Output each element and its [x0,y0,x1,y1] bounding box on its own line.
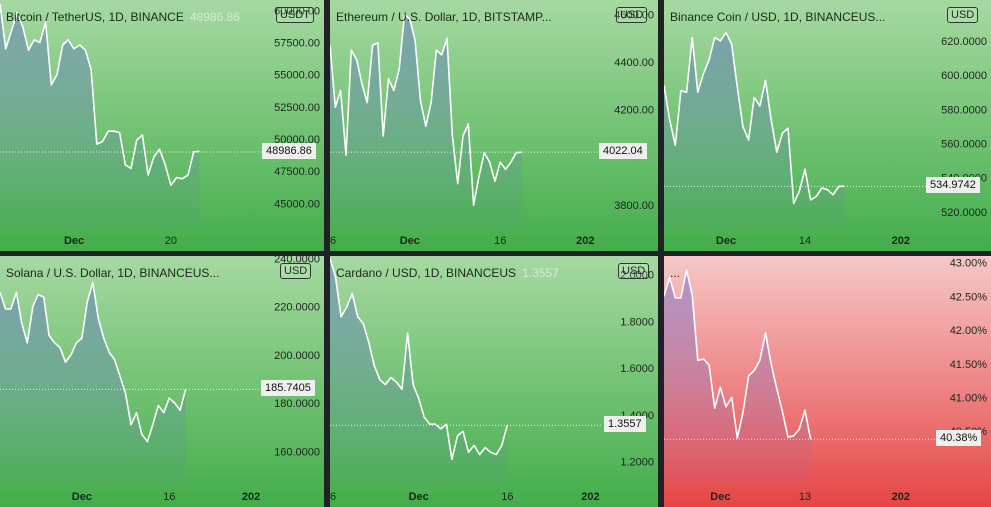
x-tick-label: 202 [892,491,910,503]
y-tick-label: 57500.00 [274,37,320,49]
series-area [0,282,186,485]
y-tick-label: 4200.00 [614,105,654,117]
chart-title: ... [670,266,680,280]
series-area [330,14,522,229]
x-tick-label: Dec [710,491,730,503]
chart-svg: 620.0000600.0000580.0000560.0000540.0000… [664,0,991,251]
live-value: 1.3557 [522,266,559,280]
y-tick-label: 50000.00 [274,134,320,146]
y-tick-label: 45000.00 [274,198,320,210]
last-price-label: 185.7405 [261,380,315,397]
chart-panel-dominance[interactable]: 43.00%42.50%42.00%41.50%41.00%40.50%Dec1… [664,256,991,507]
chart-title: Ethereum / U.S. Dollar, 1D, BITSTAMP... [336,10,552,24]
series-line [330,258,509,461]
currency-badge[interactable]: USDT [276,7,314,23]
x-tick-label: 13 [799,491,811,503]
x-tick-label: Dec [64,235,84,247]
y-tick-label: 180.0000 [274,398,320,410]
last-price-label: 1.3557 [604,416,646,433]
y-tick-label: 1.6000 [620,363,654,375]
x-tick-label: 202 [581,491,599,503]
chart-panel-solana[interactable]: 240.0000 220.0000 200.0000 180.0000 160.0000… [0,256,324,507]
x-tick-label: Dec [72,491,92,503]
x-tick-label: 16 [330,235,336,247]
y-tick-label: 43.00% [950,258,988,270]
chart-svg: 43.00%42.50%42.00%41.50%41.00%40.50%Dec1… [664,256,991,507]
symbol-title: Bitcoin / TetherUS, 1D, BINANCE [6,10,184,24]
y-tick-label: 55000.00 [274,70,320,82]
y-tick-label: 4600.00 [614,9,654,21]
x-tick-label: 202 [576,235,594,247]
y-tick-label: 620.0000 [941,36,987,48]
y-tick-label: 3800.00 [614,200,654,212]
symbol-title: ... [670,266,681,280]
x-tick-label: 16 [330,491,336,503]
chart-panel-ethereum[interactable]: 4600.00 4400.00 4200.00 3800.00 16 Dec 16 202 E… [330,0,658,251]
y-tick-label: 240.0000 [274,256,320,265]
x-tick-label: 14 [799,235,811,247]
y-tick-label: 42.50% [950,291,988,303]
y-tick-label: 1.2000 [620,457,654,469]
x-tick-label: 202 [242,491,260,503]
y-tick-label: 160.0000 [274,446,320,458]
series-line [0,281,187,443]
live-value: 48986.86 [189,10,240,24]
x-tick-label: 20 [165,235,177,247]
y-tick-label: 42.00% [950,325,988,337]
x-tick-label: Dec [400,235,420,247]
y-tick-label: 220.0000 [274,302,320,314]
x-tick-label: 16 [501,491,513,503]
symbol-title: Ethereum / U.S. Dollar, 1D, BITSTAMP... [336,10,552,24]
currency-badge[interactable]: USD [280,263,312,279]
last-price-label: 534.9742 [926,177,980,194]
chart-panel-binance-coin[interactable]: 620.0000600.0000580.0000560.0000540.0000… [664,0,991,251]
x-tick-label: Dec [716,235,736,247]
y-tick-label: 60000.00 [274,5,320,17]
y-tick-label: 600.0000 [941,70,987,82]
symbol-title: Solana / U.S. Dollar, 1D, BINANCEUS... [6,266,220,280]
y-tick-label: 41.50% [950,359,988,371]
chart-title: Cardano / USD, 1D, BINANCEUS 1.3557 [336,266,559,280]
y-tick-label: 560.0000 [941,139,987,151]
y-tick-label: 580.0000 [941,104,987,116]
x-tick-label: 16 [494,235,506,247]
series-line [664,269,812,440]
y-tick-label: 520.0000 [941,207,987,219]
y-tick-label: 47500.00 [274,166,320,178]
series-line [664,31,845,205]
series-line [0,3,200,187]
chart-panel-cardano[interactable]: 2.00001.80001.60001.40001.200016Dec16202… [330,256,658,507]
x-tick-label: 202 [892,235,910,247]
chart-title: Bitcoin / TetherUS, 1D, BINANCE 48986.86 [6,10,240,24]
x-tick-label: Dec [409,491,429,503]
last-price-label: 4022.04 [599,143,647,160]
last-price-label: 40.38% [936,430,982,447]
symbol-title: Binance Coin / USD, 1D, BINANCEUS... [670,10,886,24]
y-tick-label: 200.0000 [274,350,320,362]
series-area [664,32,845,229]
series-line [330,13,522,206]
y-tick-label: 1.8000 [620,316,654,328]
chart-svg: 4600.00 4400.00 4200.00 3800.00 16 Dec 16 202 [330,0,658,251]
y-tick-label: 52500.00 [274,102,320,114]
chart-svg: 60000.00 57500.00 55000.00 52500.00 50000.00… [0,0,324,251]
series-area [330,258,508,485]
currency-badge[interactable]: USD [618,263,650,279]
series-area [664,270,811,485]
currency-badge[interactable]: USD [947,7,979,23]
y-tick-label: 4400.00 [614,57,654,69]
y-tick-label: 41.00% [950,392,988,404]
chart-panel-bitcoin[interactable]: 60000.00 57500.00 55000.00 52500.00 50000.00… [0,0,324,251]
chart-title: Binance Coin / USD, 1D, BINANCEUS... [670,10,885,24]
chart-title: Solana / U.S. Dollar, 1D, BINANCEUS... [6,266,219,280]
currency-badge[interactable]: USD [616,7,648,23]
x-tick-label: 16 [163,491,175,503]
symbol-title: Cardano / USD, 1D, BINANCEUS [336,266,517,280]
last-price-label: 48986.86 [262,142,316,159]
